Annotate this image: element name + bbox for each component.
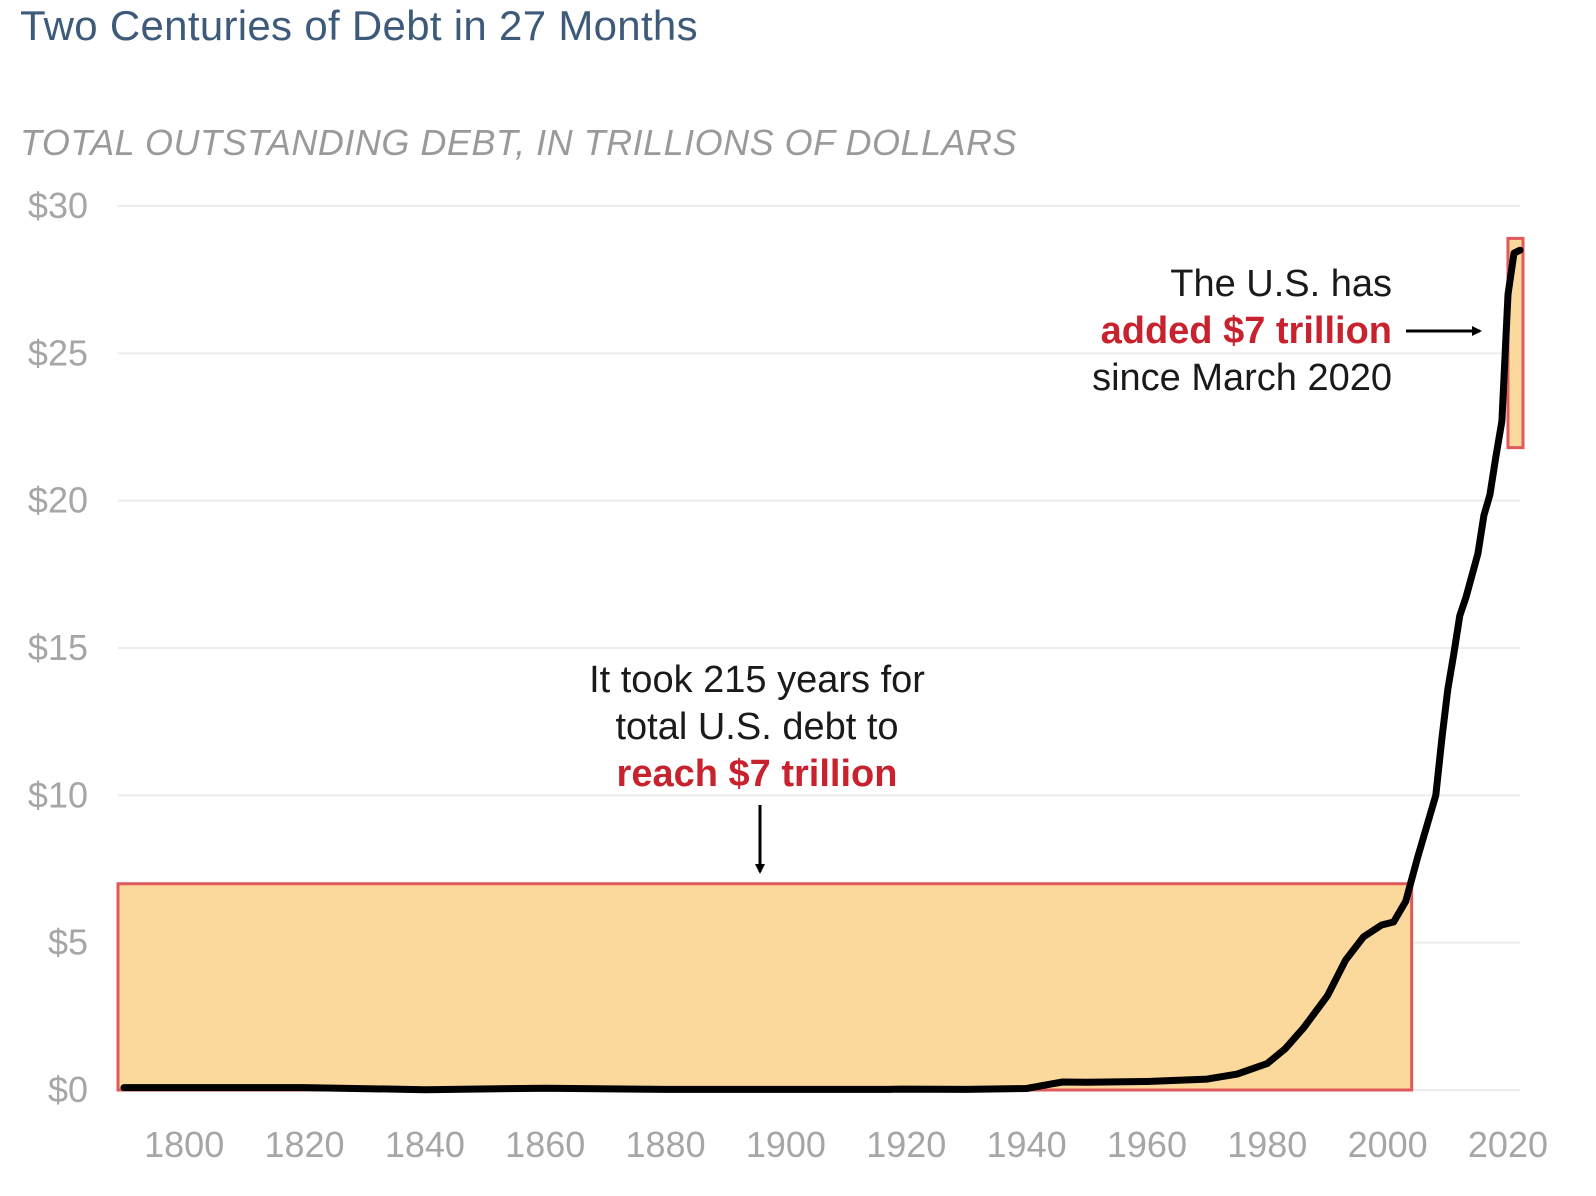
data-point [1414,854,1421,861]
series-layer [120,246,1524,1094]
x-tick-label: 1860 [505,1124,585,1165]
data-point [1402,898,1409,905]
x-tick-label: 1880 [626,1124,706,1165]
x-tick-label: 2020 [1468,1124,1548,1165]
data-point [1143,1078,1150,1085]
data-point [1059,1079,1066,1086]
annotation-1-line: reach $7 trillion [617,753,898,795]
data-point [121,1084,128,1091]
data-point [1300,1025,1307,1032]
data-point [181,1084,188,1091]
data-point [1378,921,1385,928]
data-point [963,1086,970,1093]
data-point [421,1086,428,1093]
annotation-2-line: added $7 trillion [1101,310,1392,352]
x-tick-label: 1960 [1107,1124,1187,1165]
x-tick-label: 1920 [866,1124,946,1165]
data-point [1486,491,1493,498]
data-point [1474,550,1481,557]
chart-subtitle: TOTAL OUTSTANDING DEBT, IN TRILLIONS OF … [20,122,1018,163]
data-point [1083,1079,1090,1086]
x-tick-label: 1900 [746,1124,826,1165]
y-tick-label: $25 [28,332,88,373]
data-point [1517,247,1523,254]
data-point [897,1086,904,1093]
highlight-box-1 [116,882,1414,1092]
data-point [1023,1085,1030,1092]
data-point [885,1086,892,1093]
data-point [1390,919,1397,926]
x-tick-label: 2000 [1348,1124,1428,1165]
data-point [1462,594,1469,601]
highlight-boxes [116,236,1525,1092]
data-point [1480,512,1487,519]
annotation-1-line: total U.S. debt to [615,706,898,748]
data-point [542,1085,549,1092]
data-point [1204,1076,1211,1083]
y-tick-label: $30 [28,185,88,226]
data-point [1510,250,1517,257]
annotation-2-line: since March 2020 [1092,357,1392,399]
y-tick-label: $20 [28,480,88,521]
x-tick-label: 1840 [385,1124,465,1165]
annotations: It took 215 years for total U.S. debt to r… [589,263,1482,874]
data-point [1498,418,1505,425]
y-tick-label: $10 [28,774,88,815]
data-point [1504,291,1511,298]
annotation-2-line: The U.S. has [1170,263,1392,305]
data-point [1234,1071,1241,1078]
y-tick-label: $0 [48,1069,88,1110]
data-point [1456,612,1463,619]
data-point [1282,1045,1289,1052]
data-point [1444,686,1451,693]
chart-title: Two Centuries of Debt in 27 Months [20,2,698,49]
data-point [662,1086,669,1093]
data-point [1450,650,1457,657]
annotation-1-line: It took 215 years for [589,659,925,701]
data-point [1264,1060,1271,1067]
data-point [782,1086,789,1093]
data-point [1047,1081,1054,1088]
data-point [1360,933,1367,940]
y-axis-ticks: $0 $5 $10 $15 $20 $25 $30 [28,185,88,1110]
x-axis-ticks: 1800 1820 1840 1860 1880 1900 1920 1940 1960 1980… [144,1124,1548,1165]
x-tick-label: 1800 [144,1124,224,1165]
data-point [1324,992,1331,999]
x-tick-label: 1820 [264,1124,344,1165]
data-point [1342,957,1349,964]
data-point [301,1084,308,1091]
x-tick-label: 1940 [987,1124,1067,1165]
y-tick-label: $5 [48,922,88,963]
y-tick-label: $15 [28,627,88,668]
data-point [1438,736,1445,743]
data-point [1432,792,1439,799]
data-point [1492,453,1499,460]
x-tick-label: 1980 [1227,1124,1307,1165]
